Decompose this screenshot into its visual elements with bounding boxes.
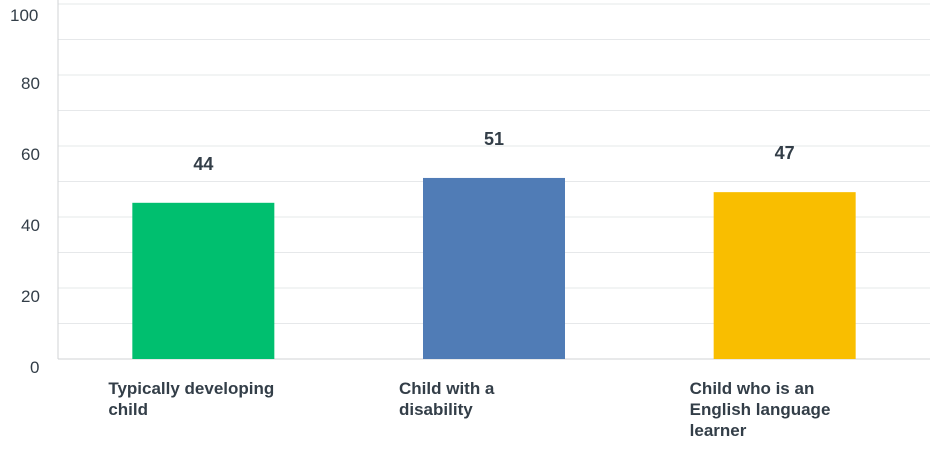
data-label: 47 bbox=[774, 143, 795, 164]
bar bbox=[132, 202, 275, 359]
y-tick-label: 20 bbox=[21, 287, 40, 306]
x-tick-label: Typically developing child bbox=[108, 379, 275, 419]
bar bbox=[713, 192, 856, 359]
bar bbox=[423, 177, 565, 359]
y-tick-label: 60 bbox=[21, 145, 40, 164]
y-tick-label: 100 bbox=[10, 6, 39, 25]
data-label: 44 bbox=[193, 153, 214, 174]
x-tick-label: Child who is an English language learner bbox=[689, 379, 831, 440]
data-label: 51 bbox=[483, 128, 505, 149]
y-tick-label: 0 bbox=[30, 358, 40, 377]
y-tick-label: 80 bbox=[21, 74, 40, 93]
x-tick-label: Child with a disability bbox=[399, 379, 495, 419]
y-tick-label: 40 bbox=[21, 216, 40, 235]
